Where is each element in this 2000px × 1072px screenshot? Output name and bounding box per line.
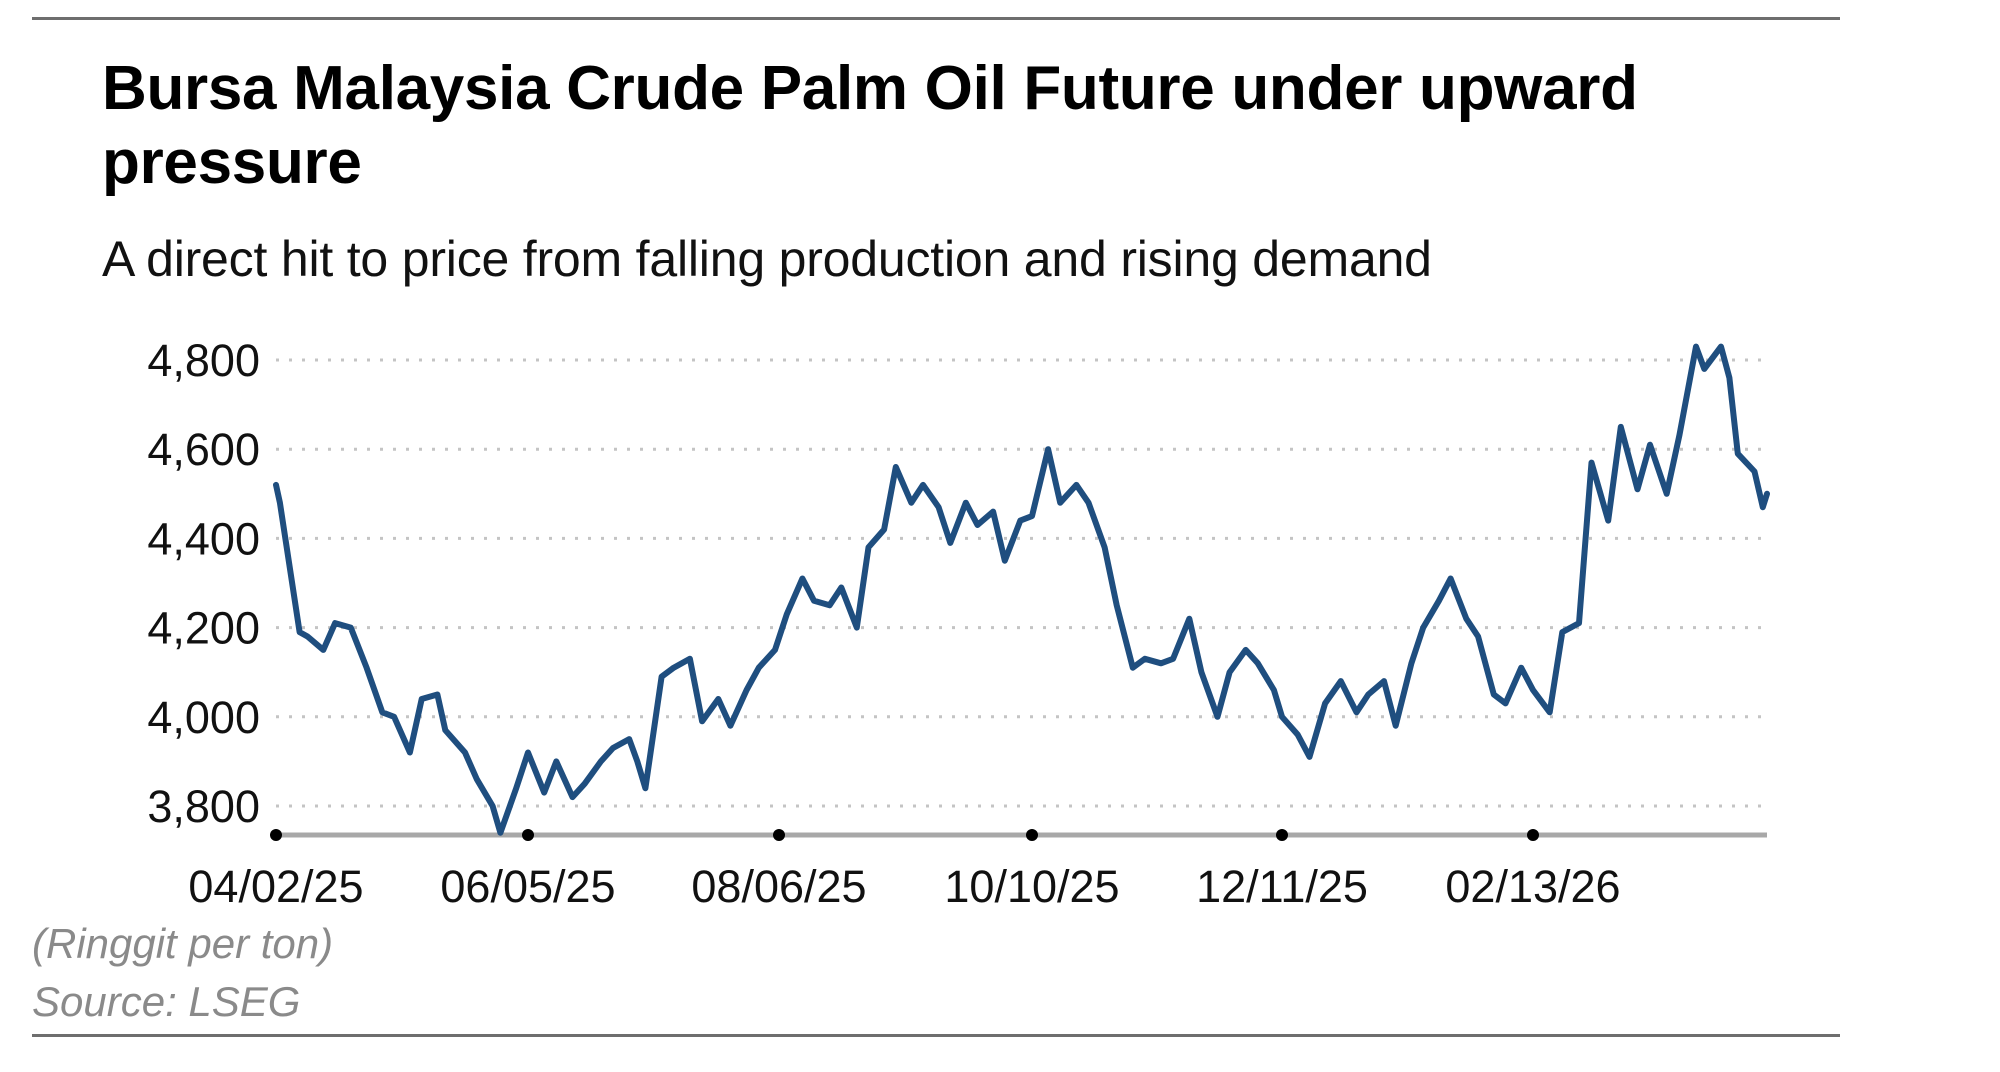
y-tick-label: 4,600 xyxy=(147,424,260,475)
x-tick-label: 02/13/26 xyxy=(1445,861,1620,912)
x-tick-mark xyxy=(522,829,534,841)
gridlines xyxy=(276,358,1767,808)
top-divider xyxy=(32,17,1840,20)
x-tick-mark xyxy=(1276,829,1288,841)
x-tick-label: 06/05/25 xyxy=(440,861,615,912)
unit-note: (Ringgit per ton) xyxy=(32,920,334,967)
x-tick-label: 12/11/25 xyxy=(1196,861,1368,912)
x-tick-label: 10/10/25 xyxy=(944,861,1119,912)
y-tick-label: 4,800 xyxy=(147,335,260,386)
source-note: Source: LSEG xyxy=(32,978,301,1025)
y-tick-label: 4,400 xyxy=(147,513,260,564)
x-axis-labels: 04/02/25 06/05/25 08/06/25 10/10/25 12/11/25… xyxy=(188,829,1621,912)
y-axis-labels: 4,800 4,600 4,400 4,200 4,000 3,800 xyxy=(147,335,260,832)
y-tick-label: 4,200 xyxy=(147,603,260,654)
chart-subtitle: A direct hit to price from falling produ… xyxy=(102,231,1432,287)
x-tick-label: 04/02/25 xyxy=(188,861,363,912)
x-tick-label: 08/06/25 xyxy=(691,861,866,912)
y-tick-label: 4,000 xyxy=(147,692,260,743)
x-tick-mark xyxy=(1527,829,1539,841)
chart-title: Bursa Malaysia Crude Palm Oil Future und… xyxy=(102,54,1638,197)
y-tick-label: 3,800 xyxy=(147,781,260,832)
price-series-line xyxy=(273,343,1770,836)
x-tick-mark xyxy=(1026,829,1038,841)
bottom-divider xyxy=(32,1034,1840,1037)
x-tick-mark xyxy=(773,829,785,841)
x-tick-mark xyxy=(270,829,282,841)
